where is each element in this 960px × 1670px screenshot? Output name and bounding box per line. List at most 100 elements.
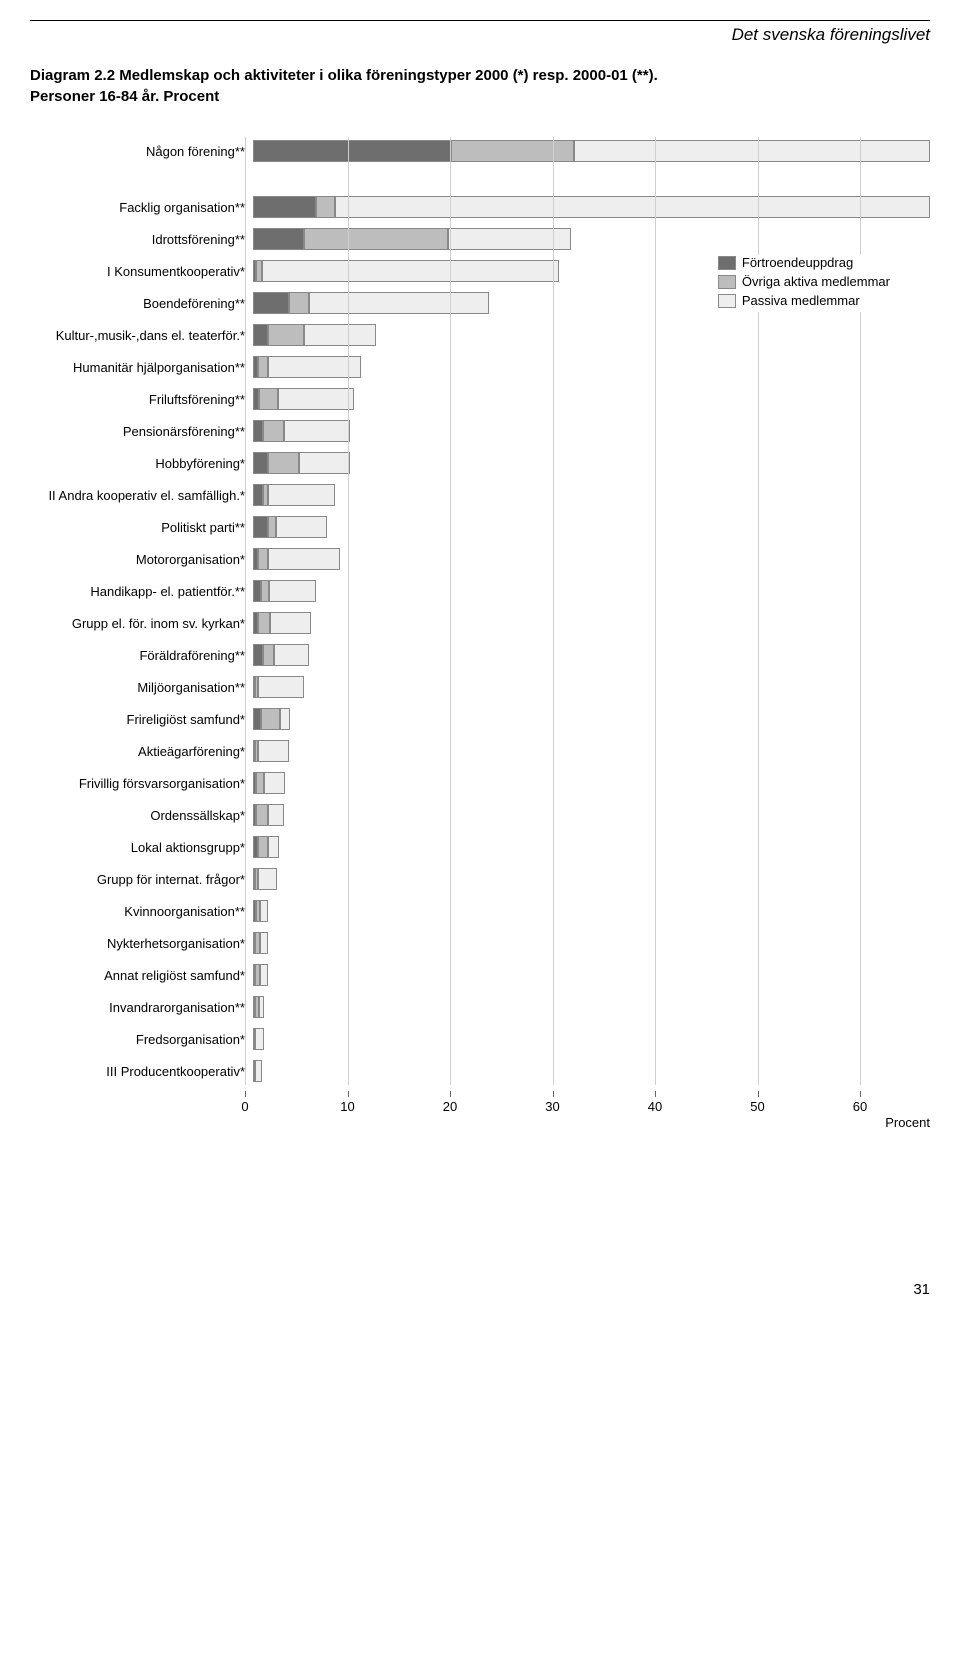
axis-tick-label: 40 [648, 1099, 662, 1114]
bar-track [253, 516, 930, 538]
legend-label: Övriga aktiva medlemmar [742, 274, 890, 289]
page-number: 31 [30, 1281, 930, 1298]
chart-row: Motororganisation* [30, 545, 930, 573]
bar-segment [253, 324, 268, 346]
bar-track [253, 1060, 930, 1082]
bar-segment [260, 964, 268, 986]
axis-tick [860, 1091, 861, 1097]
axis-tick-label: 60 [853, 1099, 867, 1114]
chart-row: Grupp el. för. inom sv. kyrkan* [30, 609, 930, 637]
grid-line [245, 137, 246, 1085]
row-label: Friluftsförening** [30, 392, 253, 407]
chart-row: Lokal aktionsgrupp* [30, 833, 930, 861]
bar-segment [451, 140, 573, 162]
bar-track [253, 324, 930, 346]
bar-track [253, 484, 930, 506]
bar-track [253, 420, 930, 442]
row-label: Aktieägarförening* [30, 744, 253, 759]
bar-segment [280, 708, 290, 730]
row-label: Lokal aktionsgrupp* [30, 840, 253, 855]
row-label: Grupp för internat. frågor* [30, 872, 253, 887]
chart-row: II Andra kooperativ el. samfälligh.* [30, 481, 930, 509]
bar-segment [335, 196, 930, 218]
spacer [30, 169, 930, 189]
legend-swatch [718, 275, 736, 289]
axis-tick [348, 1091, 349, 1097]
chart-row: Hobbyförening* [30, 449, 930, 477]
bar-segment [261, 708, 279, 730]
bar-segment [258, 356, 268, 378]
legend-swatch [718, 294, 736, 308]
bar-track [253, 964, 930, 986]
chart-row: Någon förening**88,8 [30, 137, 930, 165]
legend-label: Förtroendeuppdrag [742, 255, 853, 270]
bar-track [253, 356, 930, 378]
bar-segment [262, 260, 559, 282]
row-label: Pensionärsförening** [30, 424, 253, 439]
bar-segment [274, 644, 310, 666]
bar-track [253, 836, 930, 858]
chart-row: Frireligiöst samfund* [30, 705, 930, 733]
grid-line [553, 137, 554, 1085]
bar-track [253, 708, 930, 730]
chart-row: Politiskt parti** [30, 513, 930, 541]
row-label: Boendeförening** [30, 296, 253, 311]
bar-track [253, 804, 930, 826]
legend-label: Passiva medlemmar [742, 293, 860, 308]
bar-segment [256, 804, 268, 826]
grid-line [655, 137, 656, 1085]
bar-track [253, 580, 930, 602]
row-label: Frireligiöst samfund* [30, 712, 253, 727]
axis-tick-label: 20 [443, 1099, 457, 1114]
bar-segment [253, 228, 304, 250]
bar-segment [264, 772, 285, 794]
row-label: Motororganisation* [30, 552, 253, 567]
row-label: Frivillig försvarsorganisation* [30, 776, 253, 791]
row-label: I Konsumentkooperativ* [30, 264, 253, 279]
header-rule [30, 20, 930, 21]
bar-segment [309, 292, 488, 314]
grid-line [450, 137, 451, 1085]
bar-track [253, 676, 930, 698]
bar-segment [268, 548, 340, 570]
bar-track [253, 900, 930, 922]
bar-segment [260, 932, 268, 954]
bar-track [253, 388, 930, 410]
chart-row: Invandrarorganisation** [30, 993, 930, 1021]
bar-segment [268, 324, 304, 346]
diagram-title: Diagram 2.2 Medlemskap och aktiviteter i… [30, 65, 930, 107]
bar-segment [258, 740, 289, 762]
bar-segment [316, 196, 335, 218]
bar-track [253, 772, 930, 794]
title-line-2: Personer 16-84 år. Procent [30, 88, 219, 105]
row-label: Ordenssällskap* [30, 808, 253, 823]
bar-segment [253, 196, 316, 218]
chart-row: Ordenssällskap* [30, 801, 930, 829]
legend: Förtroendeuppdrag Övriga aktiva medlemmar… [718, 255, 890, 312]
bar-segment [299, 452, 350, 474]
bar-segment [259, 388, 277, 410]
bar-segment [284, 420, 351, 442]
row-label: Fredsorganisation* [30, 1032, 253, 1047]
chart-row: Humanitär hjälporganisation** [30, 353, 930, 381]
axis-tick-label: 10 [340, 1099, 354, 1114]
chart-row: Kvinnoorganisation** [30, 897, 930, 925]
row-label: Idrottsförening** [30, 232, 253, 247]
row-label: Någon förening** [30, 144, 253, 159]
bar-segment [253, 644, 263, 666]
axis-spacer [30, 1091, 245, 1131]
bar-segment [270, 612, 311, 634]
row-label: Kvinnoorganisation** [30, 904, 253, 919]
bar-track [253, 548, 930, 570]
chart-row: Kultur-,musik-,dans el. teaterför.* [30, 321, 930, 349]
chart-row: Annat religiöst samfund* [30, 961, 930, 989]
row-label: Annat religiöst samfund* [30, 968, 253, 983]
bar-track [253, 612, 930, 634]
bar-segment [260, 900, 268, 922]
x-axis: Procent 0102030405060 [30, 1091, 930, 1131]
bar-segment [253, 484, 263, 506]
axis-tick [450, 1091, 451, 1097]
bar-segment [304, 324, 376, 346]
bar-track [253, 452, 930, 474]
row-label: Nykterhetsorganisation* [30, 936, 253, 951]
